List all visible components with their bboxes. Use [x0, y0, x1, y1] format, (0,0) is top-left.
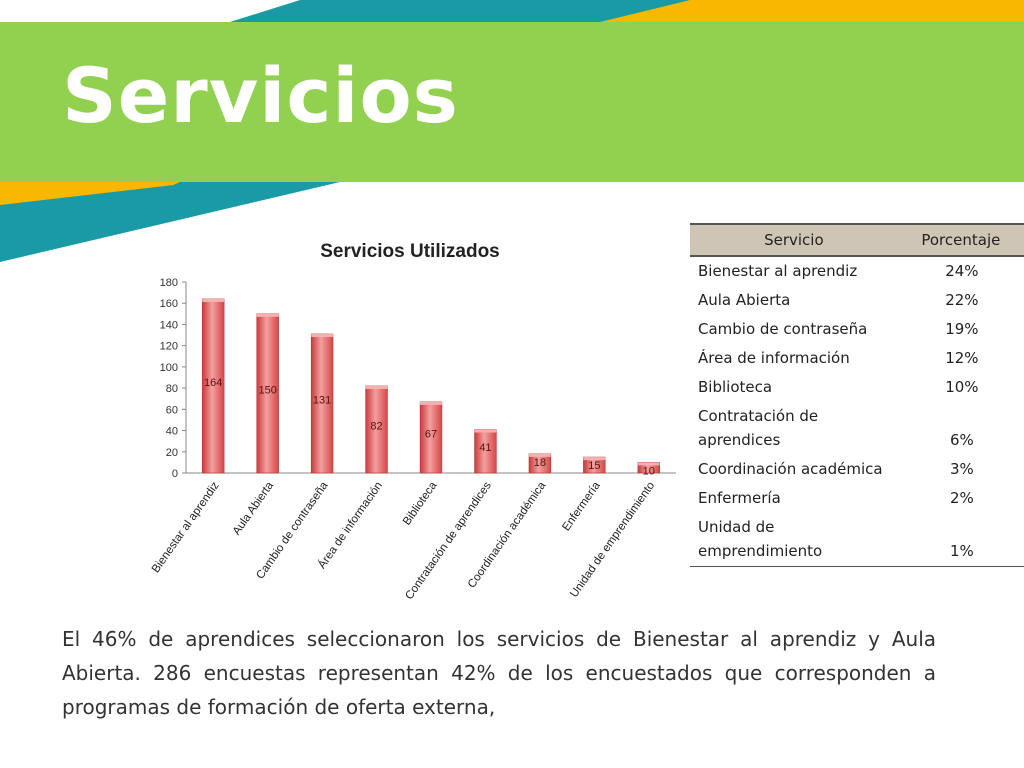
- data-label: 15: [588, 460, 600, 472]
- bar-cap: [311, 333, 333, 337]
- service-name: Coordinación académica: [698, 460, 883, 478]
- x-axis-labels: Bienestar al aprendiz Aula AbiertaCambio …: [150, 479, 657, 602]
- y-tick-label: 40: [166, 426, 178, 438]
- data-label: 164: [204, 377, 222, 389]
- y-tick-label: 60: [166, 404, 178, 416]
- service-name: Cambio de contraseña: [698, 320, 868, 338]
- green-band: [0, 22, 1024, 182]
- y-tick-label: 180: [160, 277, 178, 289]
- data-label: 82: [370, 420, 382, 432]
- bar-cap: [420, 401, 442, 405]
- table-row: Biblioteca 10%: [690, 373, 1024, 402]
- bar-cap: [256, 313, 279, 317]
- yellow-stripe-top: [600, 0, 1024, 22]
- service-pct: 24%: [945, 262, 979, 280]
- header-decoration: [0, 0, 1024, 262]
- x-tick-label: Aula Abierta: [231, 479, 277, 537]
- table-row: Unidad de emprendimiento 1%: [690, 513, 1024, 567]
- y-tick-label: 120: [160, 341, 178, 353]
- service-name: Contratación de aprendices: [698, 407, 819, 449]
- table-row: Coordinación académica 3%: [690, 455, 1024, 484]
- service-pct: 6%: [949, 431, 974, 449]
- service-pct: 19%: [945, 320, 979, 338]
- teal-wedge: [0, 182, 340, 262]
- service-name: Biblioteca: [698, 378, 773, 396]
- bars: 164 150 131 82 67 41 18 15 10: [202, 298, 660, 477]
- summary-paragraph: El 46% de aprendices seleccionaron los s…: [62, 627, 936, 719]
- service-name: Unidad de emprendimiento: [690, 513, 898, 567]
- table-row: Cambio de contraseña 19%: [690, 315, 1024, 344]
- bar-cap: [202, 298, 225, 302]
- service-pct: 1%: [897, 513, 1024, 567]
- y-tick-label: 140: [160, 319, 178, 331]
- y-tick-label: 80: [166, 383, 178, 395]
- x-tick-label: Bienestar al aprendiz: [150, 480, 222, 576]
- bar-cap: [474, 429, 497, 433]
- service-pct: 12%: [945, 349, 979, 367]
- bar-chart: Servicios Utilizados 0 20 40 60 80 100 120 140 1…: [150, 241, 676, 602]
- x-tick-label: Biblioteca: [401, 479, 440, 527]
- data-label: 10: [643, 465, 655, 477]
- y-axis: 0 20 40 60 80 100 120 140 160 180: [160, 277, 676, 480]
- service-pct: 10%: [945, 378, 979, 396]
- table-row: Contratación de aprendices 6%: [690, 402, 1024, 455]
- y-tick-label: 160: [160, 298, 178, 310]
- table-header-row: Servicio Porcentaje: [690, 223, 1024, 257]
- y-tick-label: 100: [160, 362, 178, 374]
- data-label: 18: [534, 457, 546, 469]
- y-tick-label: 20: [166, 447, 178, 459]
- x-tick-label: Enfermería: [560, 479, 603, 533]
- table-row: Enfermería 2%: [690, 484, 1024, 513]
- data-label: 67: [425, 428, 437, 440]
- page-title: Servicios: [62, 51, 459, 140]
- table-row: Bienestar al aprendiz 24%: [690, 256, 1024, 286]
- table-row: Área de información 12%: [690, 344, 1024, 373]
- header-servicio: Servicio: [690, 223, 898, 257]
- service-name: Bienestar al aprendiz: [698, 262, 858, 280]
- service-pct: 22%: [945, 291, 979, 309]
- chart-title: Servicios Utilizados: [320, 241, 500, 262]
- service-pct: 3%: [949, 460, 974, 478]
- data-label: 150: [258, 384, 276, 396]
- percentage-table: Servicio Porcentaje Bienestar al aprendi…: [690, 223, 1024, 567]
- service-name: Aula Abierta: [698, 291, 791, 309]
- service-name: Área de información: [698, 349, 850, 367]
- bar-cap: [637, 462, 660, 466]
- bar-cap: [583, 457, 606, 461]
- data-label: 131: [313, 394, 331, 406]
- bar-cap: [529, 453, 551, 457]
- data-label: 41: [479, 442, 491, 454]
- header-porcentaje: Porcentaje: [897, 223, 1024, 257]
- bar-cap: [365, 385, 388, 389]
- bar: [583, 456, 606, 474]
- y-tick-label: 0: [172, 468, 178, 480]
- table-row: Aula Abierta 22%: [690, 286, 1024, 315]
- service-pct: 2%: [949, 489, 974, 507]
- service-name: Enfermería: [698, 489, 781, 507]
